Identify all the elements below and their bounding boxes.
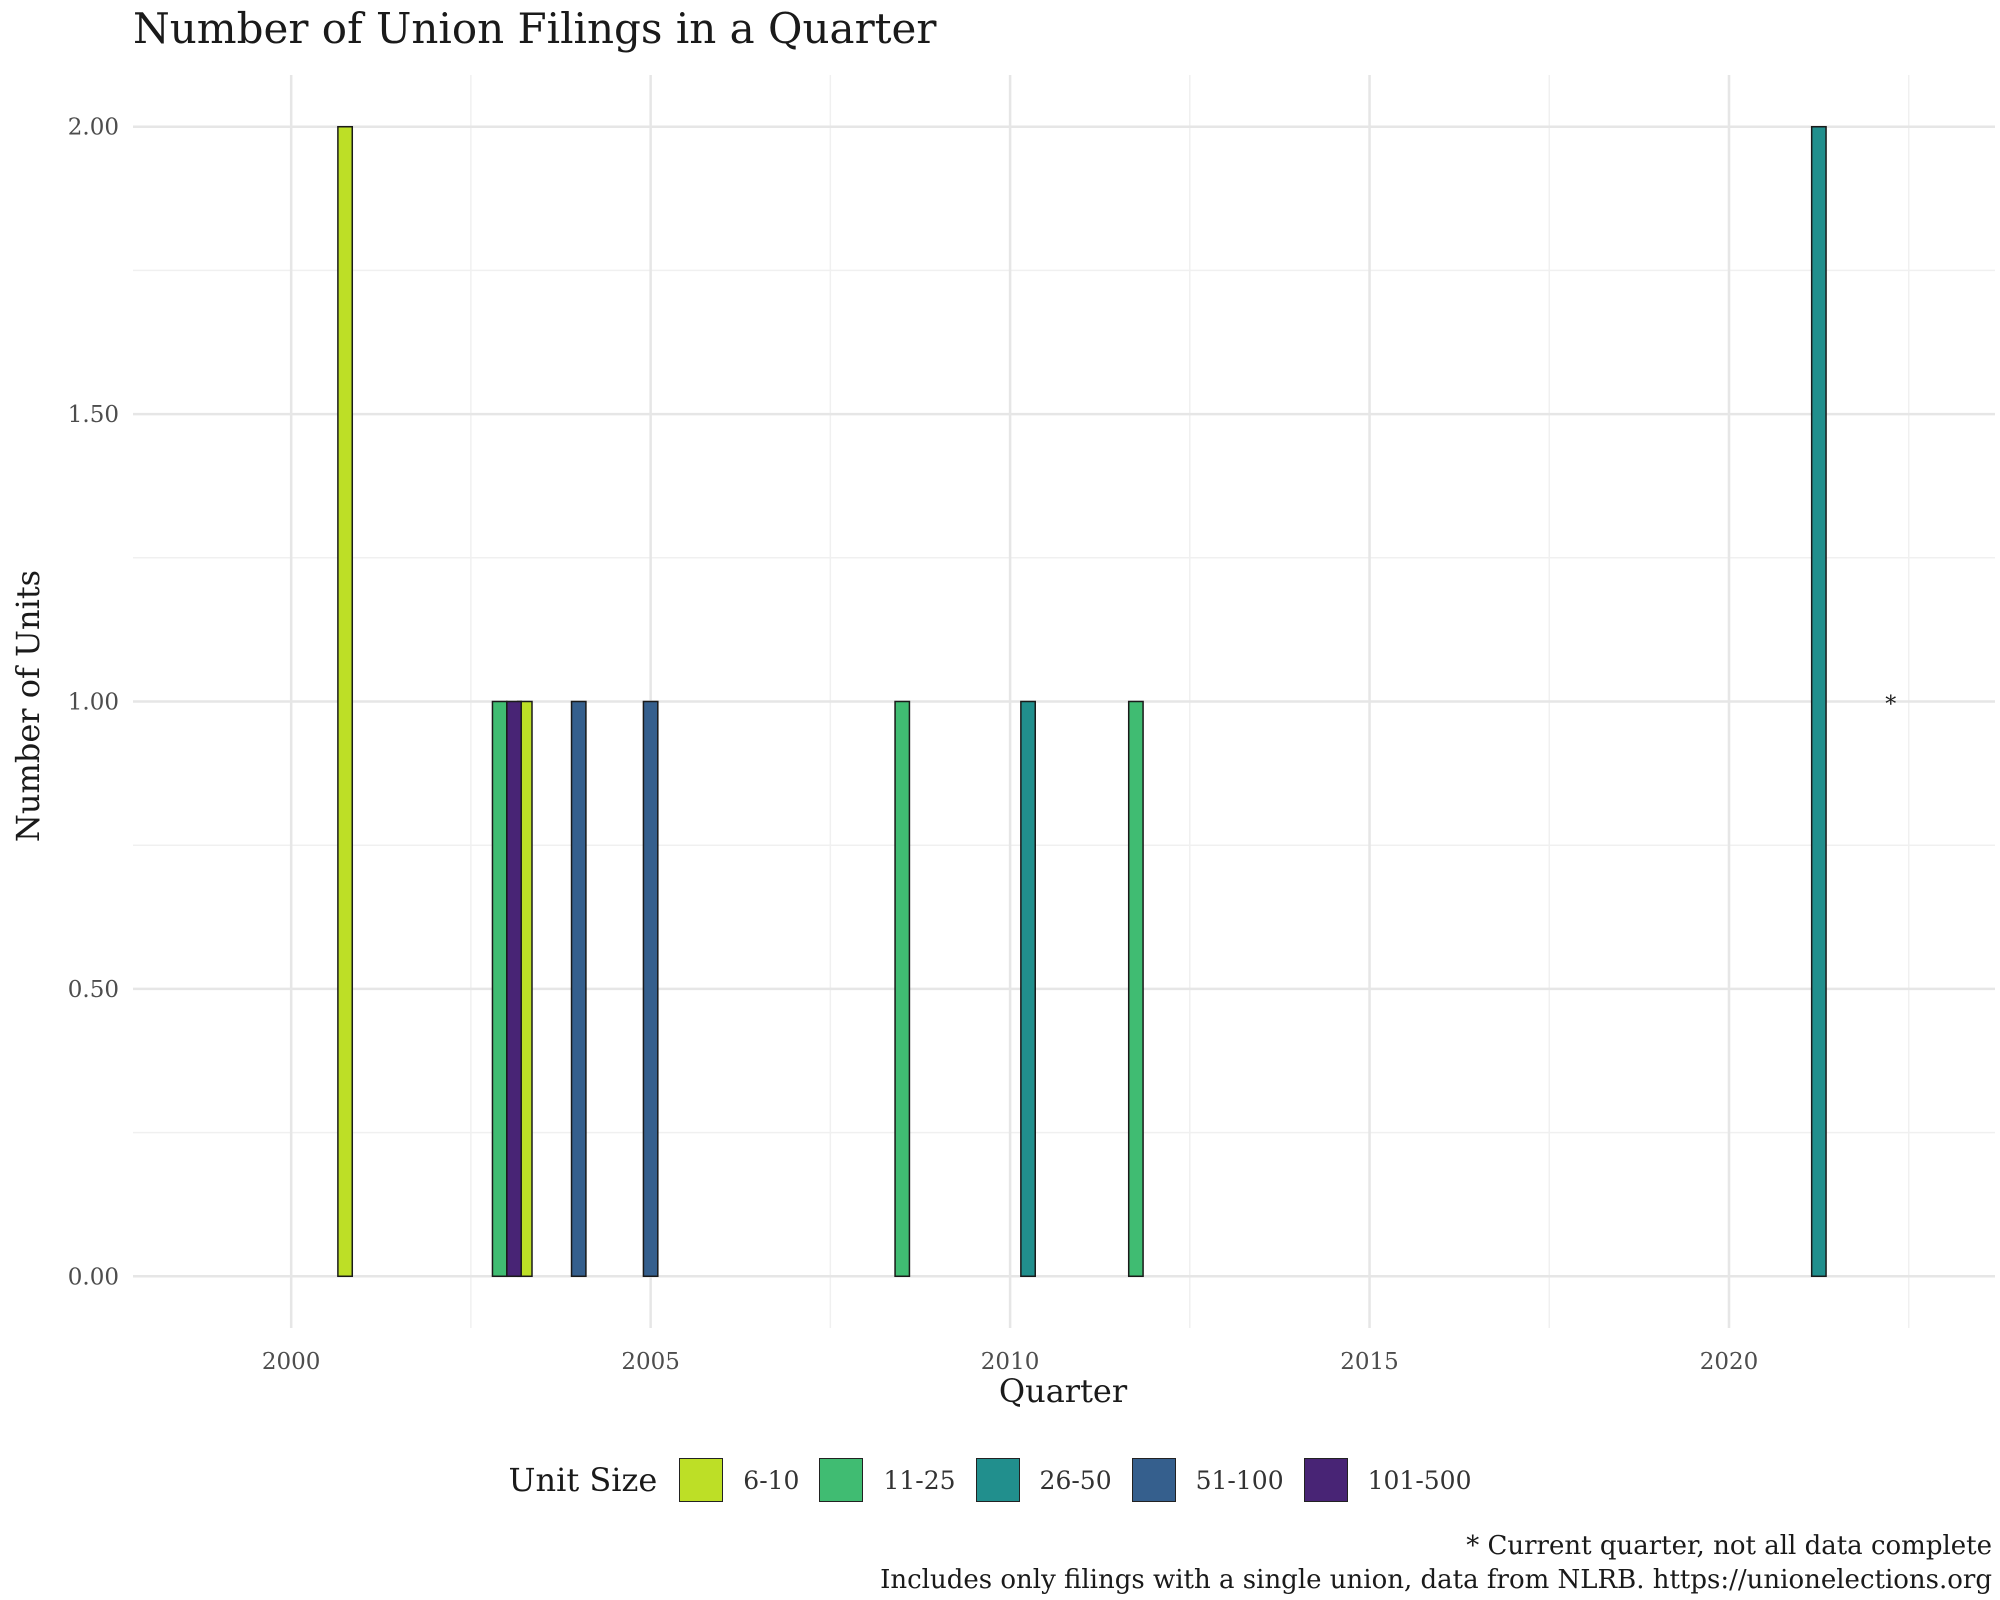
bar-11-25	[491, 700, 508, 1278]
bar-51-100	[570, 700, 587, 1278]
legend-item-101-500: 101-500	[1303, 1458, 1472, 1502]
legend-title: Unit Size	[508, 1461, 658, 1499]
y-tick-label: 1.50	[68, 402, 119, 428]
y-tick-label: 0.00	[68, 1264, 119, 1290]
caption: * Current quarter, not all data complete…	[880, 1529, 1992, 1597]
x-tick-label: 2015	[1340, 1349, 1399, 1375]
x-axis-label: Quarter	[998, 1372, 1128, 1410]
caption-line-1: * Current quarter, not all data complete	[1466, 1531, 1992, 1561]
caption-line-2: Includes only filings with a single unio…	[880, 1565, 1992, 1595]
legend-swatch	[1303, 1458, 1348, 1502]
legend-label: 6-10	[743, 1465, 800, 1495]
bar-11-25	[894, 700, 911, 1278]
x-tick-label: 2005	[621, 1349, 680, 1375]
chart-title: Number of Union Filings in a Quarter	[133, 4, 937, 53]
legend-label: 26-50	[1039, 1465, 1112, 1495]
x-tick-label: 2000	[262, 1349, 321, 1375]
legend-swatch	[975, 1458, 1020, 1502]
bar-26-50	[1810, 125, 1827, 1278]
legend-label: 51-100	[1195, 1465, 1284, 1495]
legend-swatch	[679, 1458, 724, 1502]
legend: Unit Size 6-10 11-25 26-50 51-100 101-50…	[0, 1458, 2000, 1502]
legend-label: 11-25	[883, 1465, 956, 1495]
legend-label: 101-500	[1367, 1465, 1472, 1495]
bar-11-25	[1127, 700, 1144, 1278]
legend-swatch	[819, 1458, 864, 1502]
x-tick-label: 2010	[981, 1349, 1040, 1375]
bar-51-100	[642, 700, 659, 1278]
bar-101-500	[506, 700, 522, 1278]
legend-item-6-10: 6-10	[679, 1458, 799, 1502]
x-tick-label: 2020	[1700, 1349, 1759, 1375]
y-axis-label: Number of Units	[9, 569, 47, 843]
legend-swatch	[1131, 1458, 1176, 1502]
y-tick-label: 2.00	[68, 115, 119, 141]
y-tick-label: 0.50	[68, 977, 119, 1003]
annotation-asterisk: *	[1885, 693, 1896, 718]
legend-item-51-100: 51-100	[1131, 1458, 1284, 1502]
bar-6-10	[337, 125, 354, 1278]
bar-26-50	[1020, 700, 1036, 1278]
y-tick-label: 1.00	[68, 690, 119, 716]
legend-item-26-50: 26-50	[975, 1458, 1112, 1502]
legend-item-11-25: 11-25	[819, 1458, 956, 1502]
